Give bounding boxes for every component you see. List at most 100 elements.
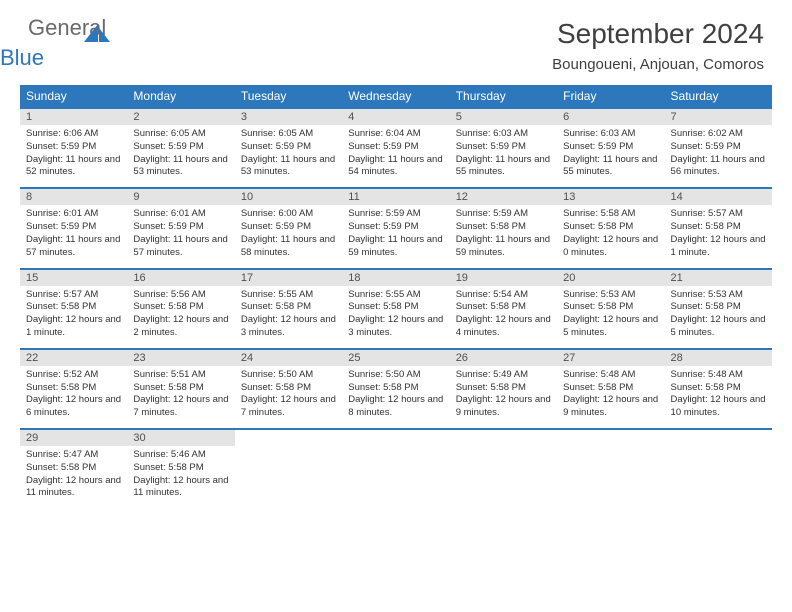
sunrise-text: Sunrise: 6:03 AM (563, 128, 658, 141)
day-number: 29 (20, 430, 127, 446)
week-row: 1Sunrise: 6:06 AMSunset: 5:59 PMDaylight… (20, 108, 772, 188)
day-number: 13 (557, 189, 664, 205)
brand-sail-icon (84, 24, 112, 44)
sunrise-text: Sunrise: 5:53 AM (563, 289, 658, 302)
dayhead-mon: Monday (127, 85, 234, 108)
day-details: Sunrise: 6:05 AMSunset: 5:59 PMDaylight:… (127, 125, 234, 187)
day-number: 30 (127, 430, 234, 446)
day-cell: 4Sunrise: 6:04 AMSunset: 5:59 PMDaylight… (342, 108, 449, 188)
sunrise-text: Sunrise: 5:48 AM (671, 369, 766, 382)
daylight-text: Daylight: 11 hours and 53 minutes. (133, 154, 228, 180)
sunset-text: Sunset: 5:58 PM (133, 301, 228, 314)
day-cell: 9Sunrise: 6:01 AMSunset: 5:59 PMDaylight… (127, 188, 234, 268)
day-details: Sunrise: 5:49 AMSunset: 5:58 PMDaylight:… (450, 366, 557, 428)
daylight-text: Daylight: 12 hours and 3 minutes. (241, 314, 336, 340)
day-cell: 22Sunrise: 5:52 AMSunset: 5:58 PMDayligh… (20, 349, 127, 429)
sunrise-text: Sunrise: 5:55 AM (348, 289, 443, 302)
daylight-text: Daylight: 12 hours and 9 minutes. (563, 394, 658, 420)
day-details: Sunrise: 5:48 AMSunset: 5:58 PMDaylight:… (557, 366, 664, 428)
day-cell: 16Sunrise: 5:56 AMSunset: 5:58 PMDayligh… (127, 269, 234, 349)
sunrise-text: Sunrise: 6:05 AM (133, 128, 228, 141)
sunset-text: Sunset: 5:59 PM (671, 141, 766, 154)
day-details: Sunrise: 6:00 AMSunset: 5:59 PMDaylight:… (235, 205, 342, 267)
daylight-text: Daylight: 11 hours and 57 minutes. (133, 234, 228, 260)
day-details: Sunrise: 6:01 AMSunset: 5:59 PMDaylight:… (127, 205, 234, 267)
day-cell: 28Sunrise: 5:48 AMSunset: 5:58 PMDayligh… (665, 349, 772, 429)
day-cell (665, 429, 772, 508)
week-row: 8Sunrise: 6:01 AMSunset: 5:59 PMDaylight… (20, 188, 772, 268)
day-number: 3 (235, 109, 342, 125)
day-cell (235, 429, 342, 508)
sunset-text: Sunset: 5:58 PM (456, 301, 551, 314)
daylight-text: Daylight: 12 hours and 5 minutes. (563, 314, 658, 340)
daylight-text: Daylight: 12 hours and 4 minutes. (456, 314, 551, 340)
day-details: Sunrise: 5:52 AMSunset: 5:58 PMDaylight:… (20, 366, 127, 428)
sunset-text: Sunset: 5:59 PM (348, 141, 443, 154)
day-cell: 6Sunrise: 6:03 AMSunset: 5:59 PMDaylight… (557, 108, 664, 188)
day-cell: 18Sunrise: 5:55 AMSunset: 5:58 PMDayligh… (342, 269, 449, 349)
daylight-text: Daylight: 11 hours and 55 minutes. (563, 154, 658, 180)
week-row: 29Sunrise: 5:47 AMSunset: 5:58 PMDayligh… (20, 429, 772, 508)
daylight-text: Daylight: 12 hours and 1 minute. (671, 234, 766, 260)
day-number: 22 (20, 350, 127, 366)
week-row: 22Sunrise: 5:52 AMSunset: 5:58 PMDayligh… (20, 349, 772, 429)
sunrise-text: Sunrise: 6:03 AM (456, 128, 551, 141)
day-cell: 23Sunrise: 5:51 AMSunset: 5:58 PMDayligh… (127, 349, 234, 429)
dayhead-sat: Saturday (665, 85, 772, 108)
day-details: Sunrise: 6:01 AMSunset: 5:59 PMDaylight:… (20, 205, 127, 267)
day-details: Sunrise: 5:46 AMSunset: 5:58 PMDaylight:… (127, 446, 234, 508)
sunset-text: Sunset: 5:58 PM (456, 221, 551, 234)
day-details: Sunrise: 5:56 AMSunset: 5:58 PMDaylight:… (127, 286, 234, 348)
day-number: 23 (127, 350, 234, 366)
sunrise-text: Sunrise: 5:49 AM (456, 369, 551, 382)
sunset-text: Sunset: 5:58 PM (133, 382, 228, 395)
sunrise-text: Sunrise: 6:00 AM (241, 208, 336, 221)
day-cell: 15Sunrise: 5:57 AMSunset: 5:58 PMDayligh… (20, 269, 127, 349)
daylight-text: Daylight: 12 hours and 11 minutes. (133, 475, 228, 501)
daylight-text: Daylight: 12 hours and 0 minutes. (563, 234, 658, 260)
sunset-text: Sunset: 5:58 PM (241, 382, 336, 395)
sunrise-text: Sunrise: 5:55 AM (241, 289, 336, 302)
sunrise-text: Sunrise: 5:51 AM (133, 369, 228, 382)
day-details: Sunrise: 5:58 AMSunset: 5:58 PMDaylight:… (557, 205, 664, 267)
sunset-text: Sunset: 5:59 PM (456, 141, 551, 154)
day-number: 15 (20, 270, 127, 286)
daylight-text: Daylight: 11 hours and 52 minutes. (26, 154, 121, 180)
day-details: Sunrise: 5:59 AMSunset: 5:59 PMDaylight:… (342, 205, 449, 267)
header: General Blue September 2024 Boungoueni, … (0, 0, 792, 77)
day-cell: 3Sunrise: 6:05 AMSunset: 5:59 PMDaylight… (235, 108, 342, 188)
sunrise-text: Sunrise: 5:56 AM (133, 289, 228, 302)
title-block: September 2024 Boungoueni, Anjouan, Como… (552, 18, 764, 73)
day-details: Sunrise: 5:51 AMSunset: 5:58 PMDaylight:… (127, 366, 234, 428)
day-details: Sunrise: 6:06 AMSunset: 5:59 PMDaylight:… (20, 125, 127, 187)
day-cell: 20Sunrise: 5:53 AMSunset: 5:58 PMDayligh… (557, 269, 664, 349)
day-details: Sunrise: 6:03 AMSunset: 5:59 PMDaylight:… (450, 125, 557, 187)
day-cell: 7Sunrise: 6:02 AMSunset: 5:59 PMDaylight… (665, 108, 772, 188)
day-cell: 14Sunrise: 5:57 AMSunset: 5:58 PMDayligh… (665, 188, 772, 268)
sunrise-text: Sunrise: 5:53 AM (671, 289, 766, 302)
day-details: Sunrise: 5:50 AMSunset: 5:58 PMDaylight:… (235, 366, 342, 428)
daylight-text: Daylight: 12 hours and 5 minutes. (671, 314, 766, 340)
day-cell: 21Sunrise: 5:53 AMSunset: 5:58 PMDayligh… (665, 269, 772, 349)
day-details: Sunrise: 5:57 AMSunset: 5:58 PMDaylight:… (20, 286, 127, 348)
sunset-text: Sunset: 5:59 PM (348, 221, 443, 234)
sunset-text: Sunset: 5:58 PM (456, 382, 551, 395)
daylight-text: Daylight: 11 hours and 57 minutes. (26, 234, 121, 260)
day-cell: 12Sunrise: 5:59 AMSunset: 5:58 PMDayligh… (450, 188, 557, 268)
day-cell (557, 429, 664, 508)
day-number: 18 (342, 270, 449, 286)
day-number: 8 (20, 189, 127, 205)
daylight-text: Daylight: 11 hours and 56 minutes. (671, 154, 766, 180)
day-number: 7 (665, 109, 772, 125)
day-details: Sunrise: 5:55 AMSunset: 5:58 PMDaylight:… (342, 286, 449, 348)
month-title: September 2024 (552, 18, 764, 50)
daylight-text: Daylight: 11 hours and 59 minutes. (348, 234, 443, 260)
daylight-text: Daylight: 11 hours and 54 minutes. (348, 154, 443, 180)
day-details: Sunrise: 6:03 AMSunset: 5:59 PMDaylight:… (557, 125, 664, 187)
day-number: 11 (342, 189, 449, 205)
sunrise-text: Sunrise: 6:06 AM (26, 128, 121, 141)
sunrise-text: Sunrise: 5:48 AM (563, 369, 658, 382)
calendar-grid: Sunday Monday Tuesday Wednesday Thursday… (20, 85, 772, 508)
sunrise-text: Sunrise: 5:50 AM (241, 369, 336, 382)
sunrise-text: Sunrise: 6:01 AM (26, 208, 121, 221)
